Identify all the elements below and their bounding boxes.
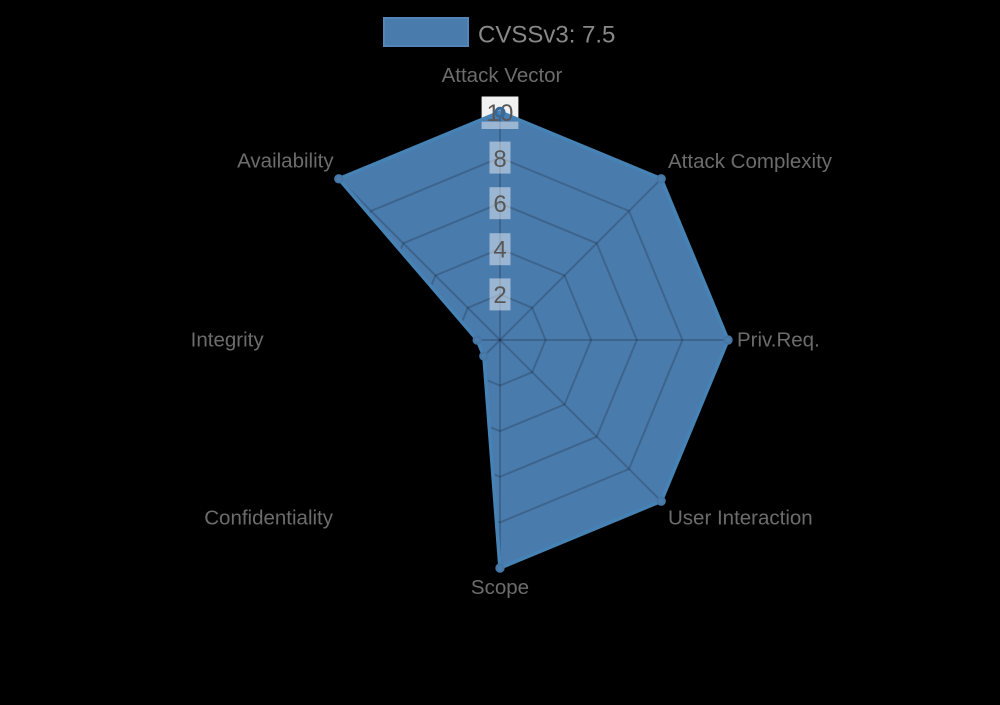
svg-text:8: 8 xyxy=(493,146,506,173)
svg-text:Confidentiality: Confidentiality xyxy=(204,507,334,530)
svg-text:Availability: Availability xyxy=(237,150,334,173)
svg-text:Priv.Req.: Priv.Req. xyxy=(737,329,820,352)
svg-text:2: 2 xyxy=(493,282,506,309)
svg-text:User Interaction: User Interaction xyxy=(668,507,813,530)
svg-text:Integrity: Integrity xyxy=(191,328,265,351)
svg-text:CVSSv3: 7.5: CVSSv3: 7.5 xyxy=(478,22,615,49)
svg-text:Scope: Scope xyxy=(471,576,529,599)
svg-text:Attack Vector: Attack Vector xyxy=(442,64,563,87)
svg-text:10: 10 xyxy=(487,100,514,127)
svg-text:Attack Complexity: Attack Complexity xyxy=(668,150,833,173)
svg-text:4: 4 xyxy=(493,237,506,264)
svg-text:6: 6 xyxy=(493,191,506,218)
